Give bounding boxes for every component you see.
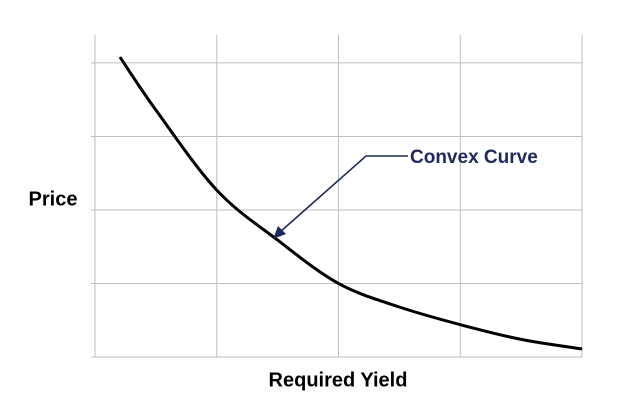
annotation-text: Convex Curve (410, 147, 538, 168)
x-axis-label: Required Yield (269, 369, 408, 391)
annotation-arrow (279, 155, 408, 233)
line-series (118, 56, 583, 351)
y-axis-label: Price (29, 188, 78, 210)
annotation: Convex Curve (273, 147, 538, 239)
annotation-arrowhead (273, 226, 286, 239)
